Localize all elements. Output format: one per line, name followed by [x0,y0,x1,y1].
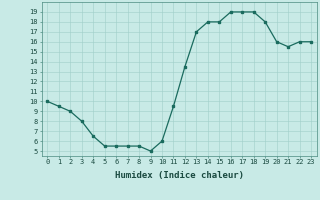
X-axis label: Humidex (Indice chaleur): Humidex (Indice chaleur) [115,171,244,180]
